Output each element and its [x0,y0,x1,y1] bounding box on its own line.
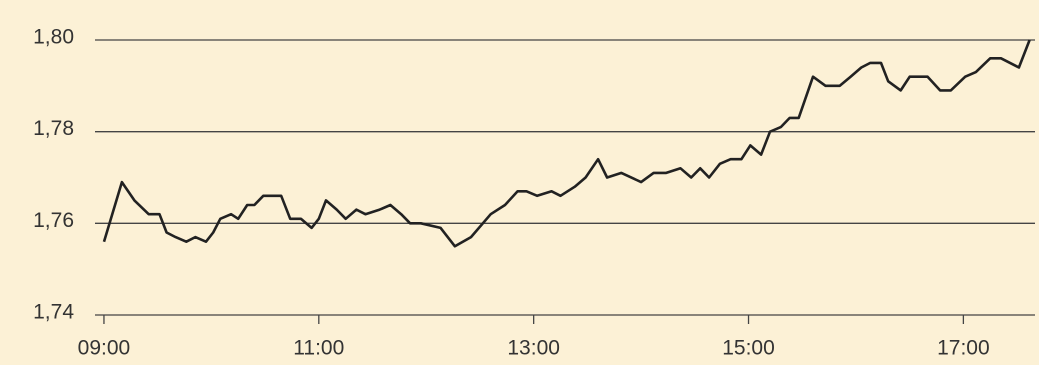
y-tick-label: 1,74 [33,301,74,324]
y-tick-label: 1,80 [33,26,74,49]
price-line [102,39,1031,248]
x-tick-label: 09:00 [78,337,131,360]
x-tick-label: 15:00 [722,337,775,360]
x-tick-label: 17:00 [937,337,990,360]
x-tick-label: 11:00 [293,337,344,360]
y-tick-label: 1,76 [33,209,74,232]
y-tick-label: 1,78 [33,117,74,140]
x-tick-label: 13:00 [507,337,560,360]
